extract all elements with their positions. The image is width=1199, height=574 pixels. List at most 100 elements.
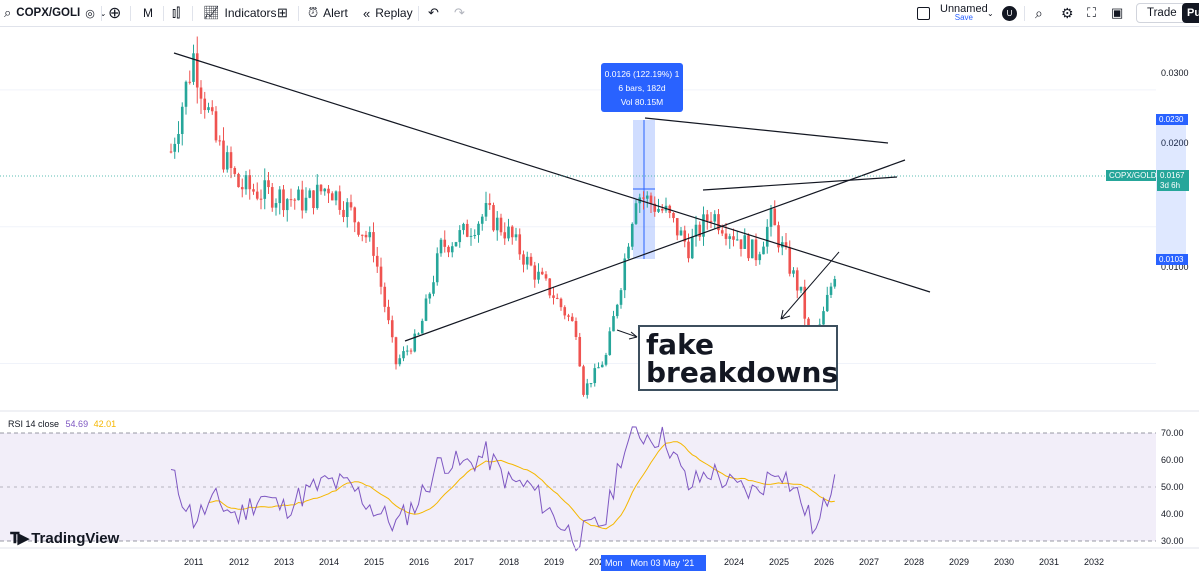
candle-body [510,226,514,238]
candle-body [619,290,623,305]
redo-button[interactable]: ↷ [454,0,465,26]
candle-body [529,256,533,266]
candle-body [600,364,604,368]
last-price-text: 0.0167 [1160,171,1185,180]
candle-body [207,107,210,111]
layout-menu-button[interactable]: ⌄ [987,0,994,26]
candle-body [300,189,304,211]
neckline[interactable] [702,176,898,191]
measure-bars: 6 bars, 182d [618,83,666,93]
low-price-text: 0.0103 [1159,255,1184,264]
candle-body [353,207,357,223]
layouts-button[interactable]: ⊞ [277,0,288,26]
replay-button[interactable]: « Replay [363,0,413,26]
candle-body [465,223,469,237]
candle-body [409,350,413,352]
divider [418,6,419,21]
candle-body [698,224,702,237]
indicators-label: Indicators [224,6,277,20]
year-label: 2018 [499,557,519,567]
interval-button[interactable]: M [143,0,153,26]
price-axis[interactable]: 0.0300 0.0200 0.0100 0.0230 0.0103 COPX/… [1106,68,1189,272]
layout-name-button[interactable]: Unnamed Save [940,0,988,26]
candle-body [323,188,327,192]
rsi-ma-line [208,441,835,530]
candle-body [829,286,833,295]
candle-body [432,282,435,294]
candle-body [447,246,450,253]
price-pane[interactable] [0,27,1199,410]
measure-tooltip: 0.0126 (122.19%) 1 6 bars, 182d Vol 80.1… [601,63,683,112]
candle-body [653,203,657,212]
candle-body [327,188,330,194]
candle-body [372,232,375,256]
candle-body [702,214,705,237]
candle-body [289,199,293,201]
tradingview-logo[interactable]: 𝐓▶︎ TradingView [10,529,119,548]
undo-button[interactable]: ↶ [428,0,439,26]
candle-body [357,222,360,235]
candle-body [709,220,713,222]
indicators-icon: 📈︎ [203,5,220,20]
alarm-icon: ⏰︎ [308,5,319,20]
candle-body [173,143,177,152]
candle-body [762,246,765,255]
candle-body [259,198,263,200]
chevron-down-icon[interactable]: ⌄ [99,8,107,18]
candle-body [732,236,735,240]
zoom-icon: ⌕ [1035,4,1043,21]
settings-button[interactable]: ⚙ [1061,0,1074,26]
candle-body [240,187,244,190]
upper-resistance-line[interactable] [644,117,889,144]
candle-body [274,203,278,208]
candle-body [675,218,679,236]
uptrend-line[interactable] [404,159,906,342]
candle-body [199,87,203,99]
price-tick: 0.0100 [1161,262,1189,272]
publish-button[interactable]: Pu [1182,0,1199,26]
alert-button[interactable]: ⏰︎ Alert [308,0,348,26]
candle-body [402,351,405,359]
sync-checkbox[interactable] [917,0,930,26]
symbol-name[interactable]: COPX/GOLI [16,7,81,19]
fullscreen-button[interactable]: ⛶ [1087,0,1096,26]
redo-icon: ↷ [454,5,465,20]
chart-type-button[interactable]: ⫾⫿ [172,0,180,26]
candle-body [507,226,510,239]
candle-body [428,293,432,299]
candle-body [593,368,597,384]
snapshot-button[interactable]: ▣ [1111,0,1123,26]
rsi-legend[interactable]: RSI 14 close 54.69 42.01 [8,419,116,429]
symbol-search[interactable]: ⌕ COPX/GOLI ◎ ⌄ [4,0,107,26]
last-price-tag [1157,170,1189,191]
candle-body [630,223,634,247]
candle-body [705,214,709,221]
quick-search-button[interactable]: ⌕ [1035,0,1043,26]
compare-button[interactable]: ⊕ [108,0,121,26]
candle-body [777,225,780,248]
top-toolbar: ⌕ COPX/GOLI ◎ ⌄ ⊕ M ⫾⫿ 📈︎ Indicators ⊞ ⏰… [0,0,1199,27]
candle-body [623,258,627,291]
candle-body [435,253,439,283]
candle-body [657,208,660,212]
avatar: U [1002,5,1017,21]
rsi-pane[interactable]: 70.00 60.00 50.00 40.00 30.00 [0,426,1184,552]
downtrend-line[interactable] [173,52,931,293]
candle-body [683,230,687,242]
annotation-textbox[interactable]: fake breakdowns [638,325,838,391]
chevron-down-icon: ⌄ [987,8,994,18]
user-menu[interactable]: U [1002,0,1017,26]
trade-button[interactable]: Trade [1136,0,1188,26]
candle-body [458,230,462,243]
replay-icon: « [363,5,371,21]
crosshair-time-label: Mon Mon 03 May '21 [601,555,707,571]
chart-canvas[interactable]: 0.0300 0.0200 0.0100 0.0230 0.0103 COPX/… [0,27,1199,574]
candle-body [799,286,803,291]
indicators-button[interactable]: 📈︎ Indicators [203,0,277,26]
rsi-tick: 60.00 [1161,455,1184,465]
save-link[interactable]: Save [954,13,973,22]
candle-body [724,233,728,239]
year-label: 2014 [319,557,339,567]
candle-body [612,316,615,332]
eye-icon[interactable]: ◎ [85,7,95,20]
